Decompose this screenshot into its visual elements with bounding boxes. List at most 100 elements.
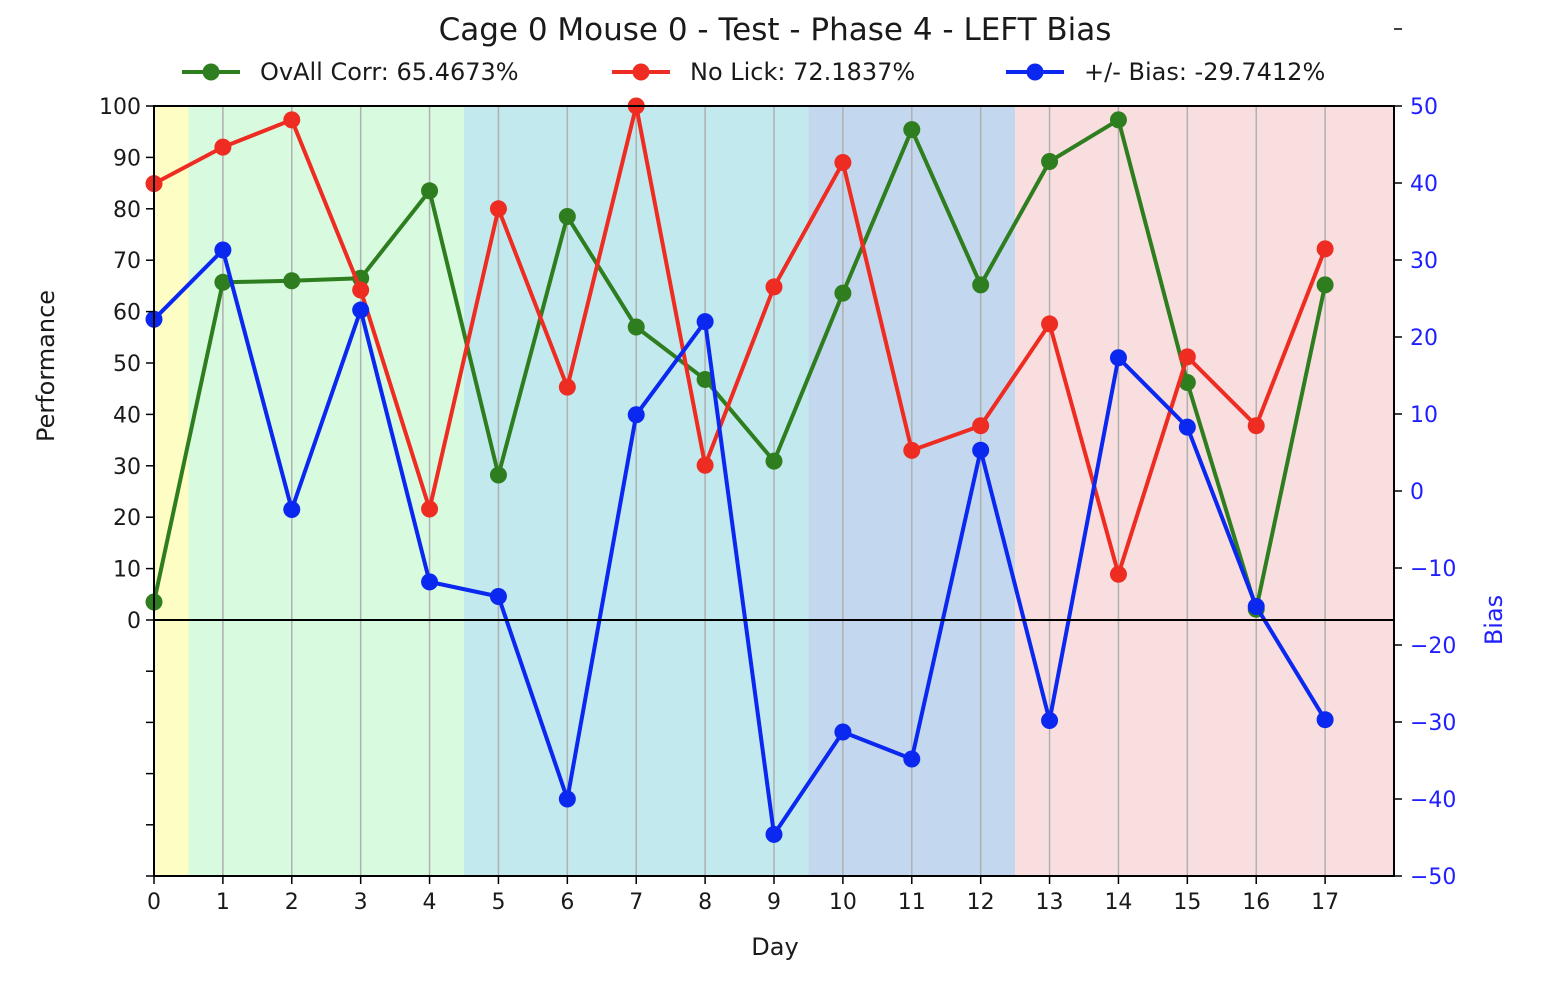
series-2-point-9 — [765, 825, 783, 843]
y-tick-label-0: 0 — [127, 609, 141, 634]
y-right-tick-label-1: 40 — [1410, 172, 1438, 197]
series-0-point-13 — [1041, 153, 1059, 171]
y-right-tick-label-6: −10 — [1410, 557, 1456, 582]
series-0-point-2 — [283, 272, 301, 290]
series-2-point-1 — [214, 241, 232, 259]
shaded-region-4 — [1015, 106, 1394, 876]
series-line-2 — [152, 247, 1327, 837]
series-1-point-5 — [489, 200, 507, 218]
y-tick-label-3: 30 — [113, 455, 141, 480]
series-0-point-17 — [1316, 276, 1334, 294]
legend-marker-1 — [632, 63, 650, 81]
legend-label-2: +/- Bias: -29.7412% — [1084, 58, 1325, 86]
x-tick-label-7: 7 — [629, 890, 643, 915]
x-tick-label-10: 10 — [829, 890, 857, 915]
y-right-tick-label-4: 10 — [1410, 403, 1438, 428]
series-0-point-14 — [1109, 111, 1127, 129]
series-line-1 — [153, 104, 1327, 577]
legend: OvAll Corr: 65.4673% No Lick: 72.1837% +/-… — [182, 58, 1325, 86]
series-0-point-15 — [1178, 374, 1196, 392]
x-tick-label-14: 14 — [1104, 890, 1132, 915]
series-0-point-11 — [903, 121, 921, 139]
x-tick-label-6: 6 — [560, 890, 574, 915]
x-tick-label-2: 2 — [285, 890, 299, 915]
series-1-point-17 — [1316, 240, 1334, 258]
x-tick-label-13: 13 — [1036, 890, 1064, 915]
series-0-point-12 — [972, 276, 990, 294]
series-2-point-3 — [352, 301, 370, 319]
series-1-point-16 — [1247, 417, 1265, 435]
y-right-tick-label-7: −20 — [1410, 634, 1456, 659]
x-tick-label-16: 16 — [1242, 890, 1270, 915]
series-0-point-5 — [489, 466, 507, 484]
x-tick-label-12: 12 — [967, 890, 995, 915]
legend-marker-0 — [202, 63, 220, 81]
shaded-region-1 — [188, 106, 464, 876]
series-2-point-14 — [1109, 349, 1127, 367]
series-1-point-3 — [352, 281, 370, 299]
x-tick-label-1: 1 — [216, 890, 230, 915]
legend-marker-2 — [1026, 63, 1044, 81]
series-2-point-8 — [696, 313, 714, 331]
x-tick-label-3: 3 — [354, 890, 368, 915]
series-line-0 — [152, 117, 1328, 612]
y-tick-label-2: 20 — [113, 506, 141, 531]
series-0-point-1 — [214, 273, 232, 291]
series-1-point-8 — [696, 456, 714, 474]
x-tick-label-5: 5 — [491, 890, 505, 915]
series-2-point-10 — [834, 723, 852, 741]
chart-title: Cage 0 Mouse 0 - Test - Phase 4 - LEFT B… — [439, 12, 1112, 48]
x-tick-label-8: 8 — [698, 890, 712, 915]
y-tick-label-10: 100 — [99, 95, 141, 120]
y-tick-label-6: 60 — [113, 301, 141, 326]
legend-label-0: OvAll Corr: 65.4673% — [260, 58, 519, 86]
y-tick-label-4: 40 — [113, 403, 141, 428]
y-right-tick-label-5: 0 — [1410, 480, 1424, 505]
series-1-point-14 — [1109, 565, 1127, 583]
series-0-point-10 — [834, 284, 852, 302]
series-2-point-5 — [489, 587, 507, 605]
shaded-region-0 — [154, 106, 189, 876]
x-tick-label-11: 11 — [898, 890, 926, 915]
y-tick-label-9: 90 — [113, 146, 141, 171]
legend-label-1: No Lick: 72.1837% — [690, 58, 915, 86]
series-0-point-8 — [696, 370, 714, 388]
y-right-tick-label-3: 20 — [1410, 326, 1438, 351]
y-right-axis-label: Bias — [1480, 595, 1508, 645]
series-2-point-13 — [1041, 711, 1059, 729]
y-right-tick-label-9: −40 — [1410, 788, 1456, 813]
x-tick-label-0: 0 — [147, 890, 161, 915]
series-group — [145, 97, 1334, 843]
y-right-tick-label-8: −30 — [1410, 711, 1456, 736]
series-2-point-17 — [1316, 711, 1334, 729]
y-right-tick-label-10: −50 — [1410, 865, 1456, 890]
series-1-point-2 — [283, 111, 301, 129]
series-0-point-6 — [558, 208, 576, 226]
series-1-point-1 — [214, 138, 232, 156]
y-right-tick-label-2: 30 — [1410, 249, 1438, 274]
y-tick-label-5: 50 — [113, 352, 141, 377]
series-2-point-7 — [627, 406, 645, 424]
y-tick-label-1: 10 — [113, 558, 141, 583]
series-1-point-13 — [1041, 315, 1059, 333]
series-1-point-11 — [903, 441, 921, 459]
x-tick-label-15: 15 — [1173, 890, 1201, 915]
series-2-point-16 — [1247, 598, 1265, 615]
series-1-point-6 — [558, 378, 576, 396]
series-0-point-9 — [765, 452, 783, 470]
series-0-point-4 — [421, 182, 439, 200]
series-1-point-9 — [765, 278, 783, 296]
series-1-point-10 — [834, 154, 852, 172]
series-1-point-15 — [1178, 348, 1196, 366]
x-tick-label-9: 9 — [767, 890, 781, 915]
x-axis-label: Day — [751, 933, 798, 961]
x-tick-label-4: 4 — [423, 890, 437, 915]
series-1-point-4 — [421, 500, 439, 518]
y-right-tick-label-0: 50 — [1410, 95, 1438, 120]
series-2-point-6 — [558, 790, 576, 808]
series-2-point-11 — [903, 750, 921, 768]
series-2-point-2 — [283, 500, 301, 518]
series-1-point-12 — [972, 417, 990, 435]
series-0-point-7 — [627, 318, 645, 336]
